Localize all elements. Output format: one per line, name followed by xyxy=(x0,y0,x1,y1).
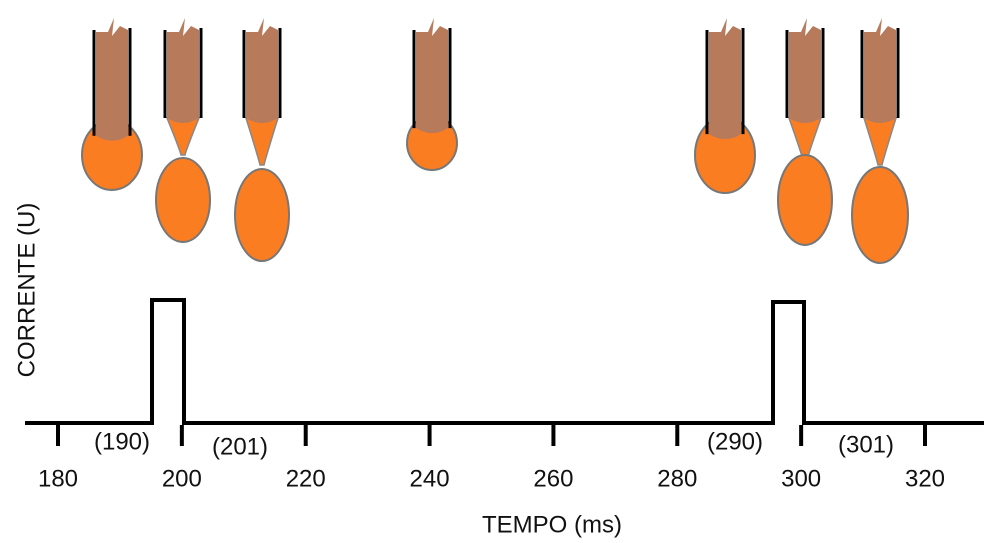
x-tick-label: 240 xyxy=(410,465,450,492)
x-tick-label: 220 xyxy=(286,465,326,492)
electrode xyxy=(416,18,448,134)
droplet xyxy=(851,166,909,264)
droplet-neck xyxy=(165,117,201,156)
y-axis-label: CORRENTE (U) xyxy=(13,203,40,378)
x-tick-label: 180 xyxy=(38,465,78,492)
x-axis: 180 200 220 240 260 280 300 320 xyxy=(38,425,945,492)
annotation: (201) xyxy=(212,433,268,460)
droplet xyxy=(777,154,833,246)
x-tick-label: 260 xyxy=(533,465,573,492)
electrode xyxy=(864,18,896,123)
annotation: (190) xyxy=(94,428,150,455)
x-tick-label: 320 xyxy=(905,465,945,492)
electrode xyxy=(789,18,821,123)
electrode xyxy=(167,18,199,123)
electrode xyxy=(709,18,741,140)
droplet xyxy=(234,168,290,262)
droplet-neck xyxy=(862,117,898,166)
x-tick-label: 200 xyxy=(162,465,202,492)
droplet-neck xyxy=(244,117,280,166)
x-tick-label: 280 xyxy=(657,465,697,492)
droplets xyxy=(81,18,909,264)
electrode xyxy=(96,18,128,141)
x-axis-label: TEMPO (ms) xyxy=(482,511,622,538)
current-waveform xyxy=(25,298,984,425)
annotation: (301) xyxy=(838,431,894,458)
droplet xyxy=(155,157,211,243)
droplet-neck xyxy=(787,117,823,161)
electrode xyxy=(246,18,278,123)
x-tick-label: 300 xyxy=(781,465,821,492)
annotation: (290) xyxy=(707,428,763,455)
